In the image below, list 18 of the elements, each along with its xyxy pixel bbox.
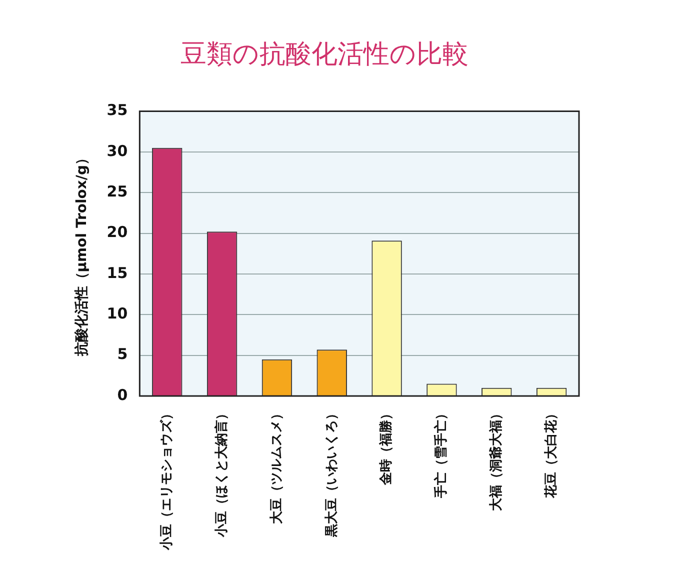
y-tick-label: 15 xyxy=(106,264,128,282)
x-tick-label: 黒大豆（いわいくろ） xyxy=(324,407,340,538)
x-tick-label: 花豆（大白花） xyxy=(544,407,559,499)
y-tick-label: 0 xyxy=(117,386,128,404)
y-axis-title: 抗酸化活性（μmol Trolox/g） xyxy=(74,150,90,358)
x-tick-label: 金時（福勝） xyxy=(378,407,394,486)
y-tick-label: 20 xyxy=(106,223,128,242)
y-tick-label: 25 xyxy=(106,182,128,200)
y-tick-label: 10 xyxy=(106,304,128,323)
x-tick-label: 小豆（エリモショウズ） xyxy=(160,407,175,551)
x-tick-label: 大豆（ツルムスメ） xyxy=(269,407,284,524)
x-tick-label: 手亡（雪手亡） xyxy=(433,407,450,499)
y-tick-label: 5 xyxy=(117,345,128,364)
chart-title: 豆類の抗酸化活性の比較 xyxy=(180,39,468,70)
x-tick-label: 小豆（ほくと大納言） xyxy=(213,407,230,538)
y-tick-label: 30 xyxy=(106,142,128,160)
y-tick-label: 35 xyxy=(106,101,128,120)
x-tick-label: 大福（洞爺大福） xyxy=(488,407,504,511)
